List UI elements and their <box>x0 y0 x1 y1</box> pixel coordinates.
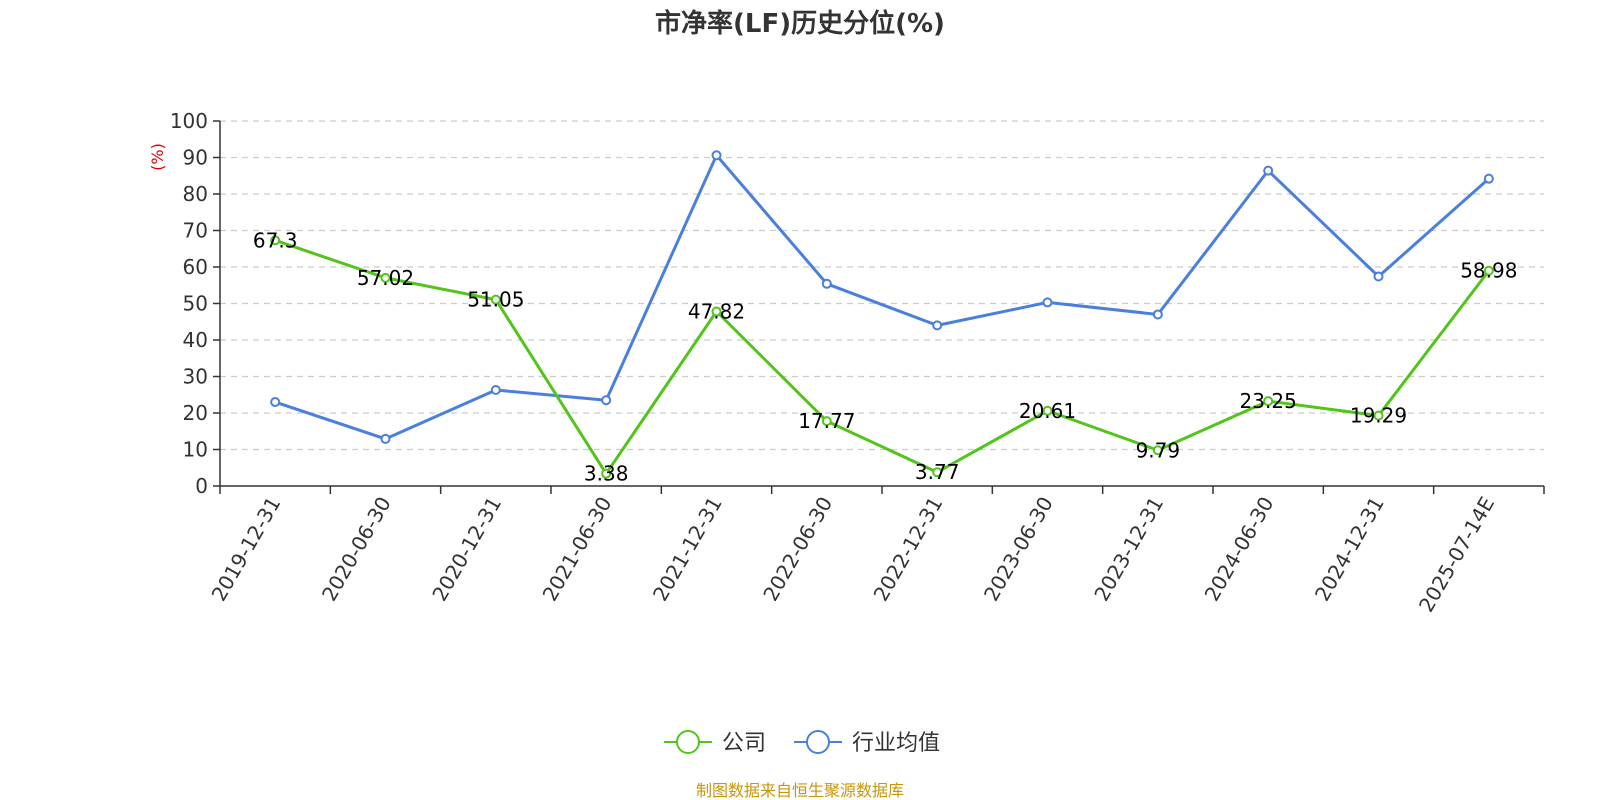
axes: 0 10 20 30 40 50 60 70 80 90 100 2019-12-31 2020-06-… <box>170 109 1545 617</box>
x-tick-label: 2025-07-14E <box>1414 493 1499 617</box>
legend-marker <box>806 730 830 754</box>
data-point[interactable] <box>380 433 391 444</box>
x-tick-label: 2020-12-31 <box>427 493 506 606</box>
x-tick-label: 2024-12-31 <box>1310 493 1389 606</box>
y-tick-label: 100 <box>170 109 208 133</box>
data-point[interactable] <box>821 416 832 427</box>
data-point[interactable] <box>711 306 722 317</box>
y-tick-label: 50 <box>183 292 208 316</box>
legend-item[interactable]: 公司 <box>664 730 766 756</box>
data-point[interactable] <box>270 397 281 408</box>
y-tick-label: 60 <box>183 255 208 279</box>
data-label: 9.79 <box>1136 438 1181 462</box>
data-point[interactable] <box>1483 173 1494 184</box>
source-note: 制图数据来自恒生聚源数据库 <box>696 781 904 800</box>
data-point[interactable] <box>490 385 501 396</box>
y-tick-label: 80 <box>183 182 208 206</box>
data-label: 20.61 <box>1019 399 1076 423</box>
data-point[interactable] <box>1042 405 1053 416</box>
data-point[interactable] <box>1152 309 1163 320</box>
data-point[interactable] <box>1042 297 1053 308</box>
data-label: 23.25 <box>1240 389 1297 413</box>
legend-marker <box>676 730 700 754</box>
series-line <box>274 238 1491 476</box>
data-point[interactable] <box>601 468 612 479</box>
data-label: 3.77 <box>915 460 960 484</box>
data-point[interactable] <box>932 467 943 478</box>
x-tick-label: 2021-06-30 <box>538 493 617 606</box>
x-tick-label: 2019-12-31 <box>207 493 286 606</box>
data-point[interactable] <box>380 272 391 283</box>
x-tick-label: 2021-12-31 <box>648 493 727 606</box>
data-label: 19.29 <box>1350 404 1407 428</box>
y-tick-label: 0 <box>195 474 208 498</box>
data-label: 47.82 <box>688 299 745 323</box>
data-point[interactable] <box>1373 410 1384 421</box>
data-point[interactable] <box>1263 165 1274 176</box>
x-tick-label: 2023-12-31 <box>1089 493 1168 606</box>
series-line <box>274 153 1490 441</box>
data-label: 17.77 <box>798 409 855 433</box>
data-label: 57.02 <box>357 266 414 290</box>
legend[interactable]: 公司 行业均值 <box>664 730 940 756</box>
series-group: 67.3 57.02 51.05 3.38 47.82 17.77 3.77 20.61 9.7… <box>253 150 1517 486</box>
data-label: 67.3 <box>253 228 298 252</box>
data-point[interactable] <box>711 150 722 161</box>
data-point[interactable] <box>1263 396 1274 407</box>
x-tick-label: 2022-06-30 <box>758 493 837 606</box>
data-point[interactable] <box>270 235 281 246</box>
x-tick-label: 2023-06-30 <box>979 493 1058 606</box>
data-point[interactable] <box>932 320 943 331</box>
y-tick-label: 90 <box>183 146 208 170</box>
y-axis-label: (%) <box>148 143 167 171</box>
x-tick-label: 2020-06-30 <box>317 493 396 606</box>
data-label: 51.05 <box>467 288 524 312</box>
y-tick-label: 30 <box>183 365 208 389</box>
legend-label: 公司 <box>722 731 766 756</box>
data-label: 3.38 <box>584 462 629 486</box>
chart-title: 市净率(LF)历史分位(%) <box>655 8 945 39</box>
x-tick-label: 2022-12-31 <box>869 493 948 606</box>
data-point[interactable] <box>601 395 612 406</box>
data-point[interactable] <box>1152 445 1163 456</box>
legend-item[interactable]: 行业均值 <box>794 730 940 756</box>
data-point[interactable] <box>1373 271 1384 282</box>
legend-label: 行业均值 <box>852 731 940 756</box>
data-label: 58.98 <box>1460 259 1517 283</box>
data-point[interactable] <box>1483 265 1494 276</box>
y-tick-label: 40 <box>183 328 208 352</box>
y-tick-label: 70 <box>183 219 208 243</box>
y-tick-label: 20 <box>183 401 208 425</box>
y-tick-label: 10 <box>183 438 208 462</box>
data-point[interactable] <box>490 294 501 305</box>
data-point[interactable] <box>821 278 832 289</box>
x-tick-label: 2024-06-30 <box>1200 493 1279 606</box>
